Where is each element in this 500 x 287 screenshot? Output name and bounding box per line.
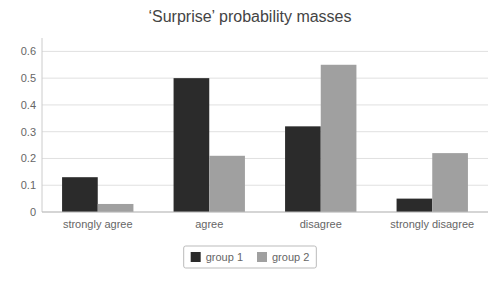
bar [209, 156, 245, 212]
legend-swatch [191, 252, 201, 262]
y-tick-label: 0.2 [21, 152, 36, 164]
legend-label: group 2 [272, 251, 309, 263]
x-tick-label: agree [195, 218, 223, 230]
x-tick-label: strongly agree [63, 218, 133, 230]
bar [62, 177, 98, 212]
x-tick-label: disagree [300, 218, 342, 230]
legend-swatch [257, 252, 267, 262]
x-axis-line [42, 212, 488, 213]
chart-container: ‘Surprise’ probability masses 0 0.1 0.2 0.3 0… [0, 0, 500, 287]
grid-line [42, 104, 488, 105]
y-tick-label: 0.4 [21, 99, 36, 111]
y-tick-label: 0.3 [21, 126, 36, 138]
y-tick-label: 0.6 [21, 45, 36, 57]
legend-label: group 1 [206, 251, 243, 263]
legend: group 1 group 2 [184, 246, 317, 268]
y-tick-label: 0.1 [21, 179, 36, 191]
bar [321, 65, 357, 212]
grid-line [42, 212, 488, 213]
bars [62, 65, 468, 212]
bar [432, 153, 468, 212]
bar [397, 199, 433, 212]
x-tick-label: strongly disagree [390, 218, 474, 230]
bar [285, 126, 321, 212]
bar [98, 204, 134, 212]
grid-line [42, 51, 488, 52]
y-tick-label: 0.5 [21, 72, 36, 84]
grid [42, 51, 488, 212]
grid-line [42, 78, 488, 79]
legend-frame [184, 246, 317, 268]
y-tick-label: 0 [30, 206, 36, 218]
grid-line [42, 131, 488, 132]
chart-title: ‘Surprise’ probability masses [148, 8, 351, 25]
chart-svg: ‘Surprise’ probability masses 0 0.1 0.2 0.3 0… [0, 0, 500, 287]
grid-line [42, 185, 488, 186]
grid-line [42, 158, 488, 159]
bar [174, 78, 210, 212]
y-axis-line [42, 38, 43, 212]
